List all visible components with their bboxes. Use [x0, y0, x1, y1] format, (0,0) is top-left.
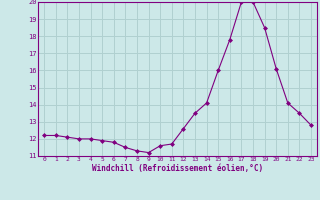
- X-axis label: Windchill (Refroidissement éolien,°C): Windchill (Refroidissement éolien,°C): [92, 164, 263, 173]
